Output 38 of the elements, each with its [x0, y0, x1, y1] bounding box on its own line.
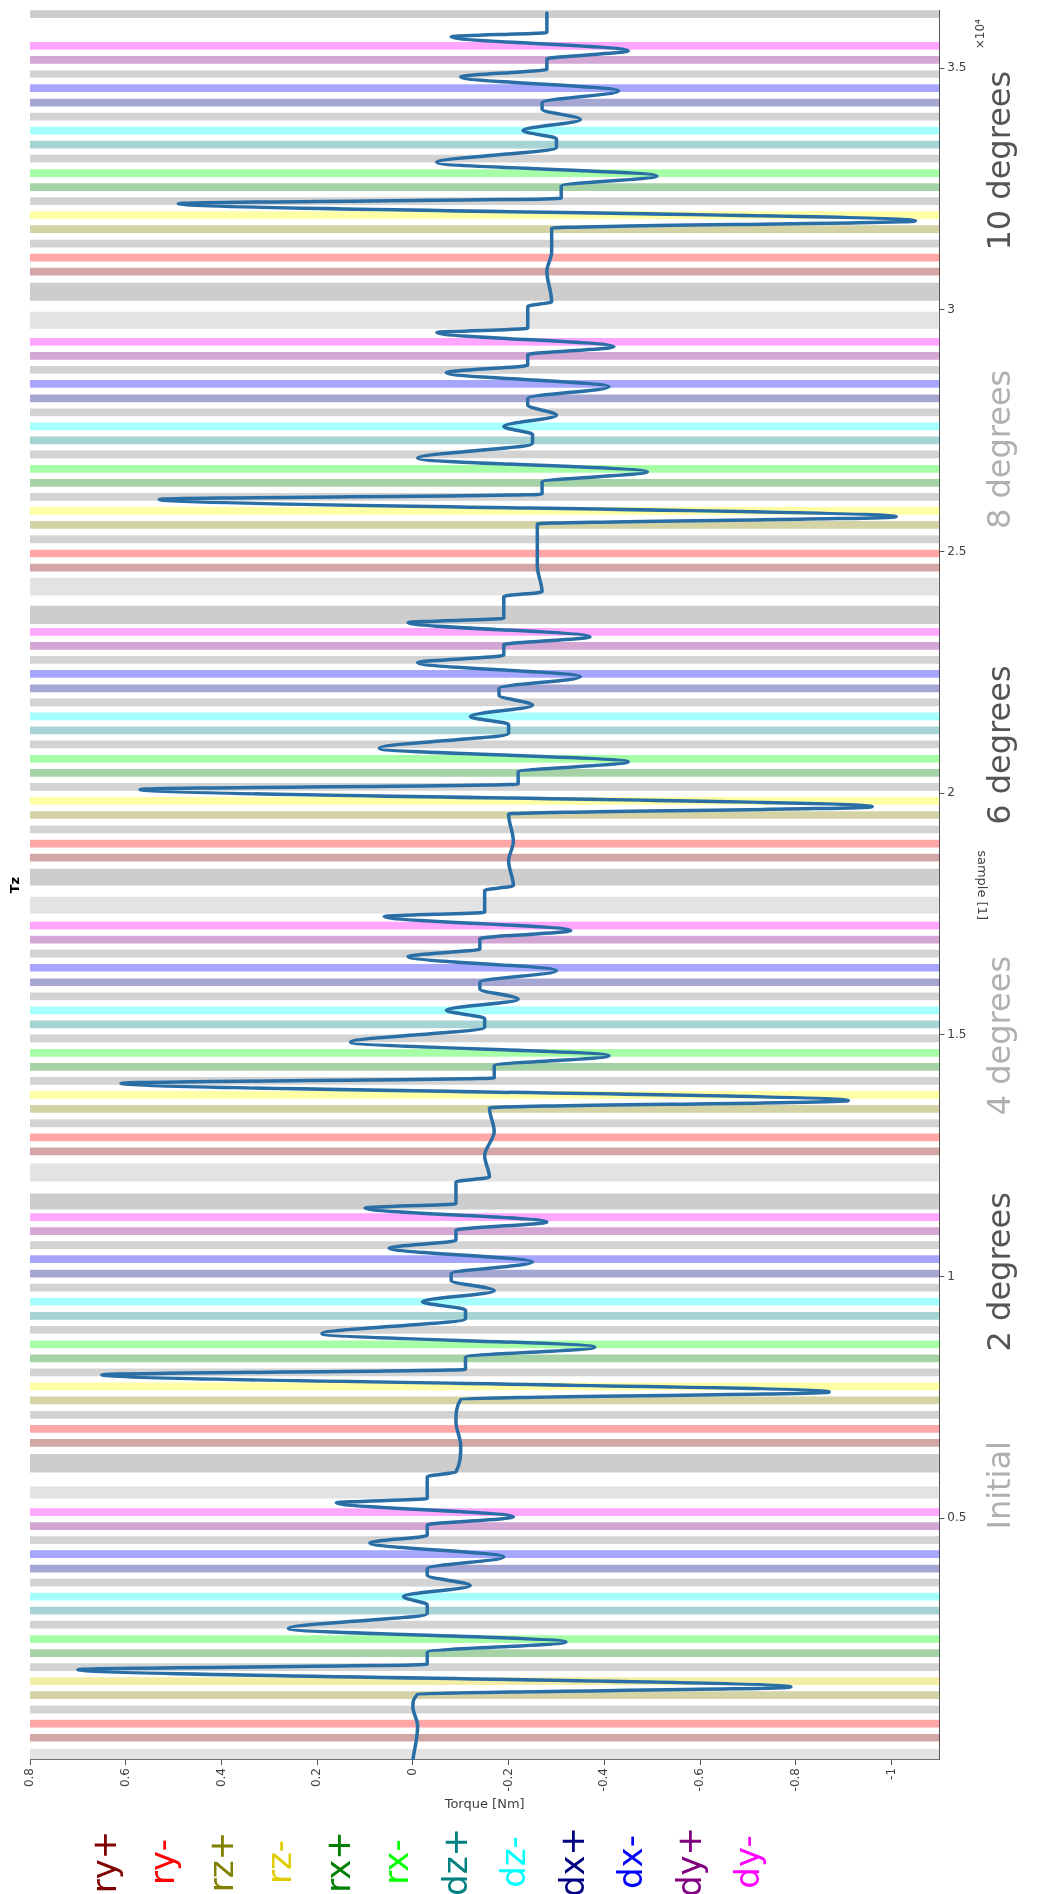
band-label: rx+ — [317, 1831, 358, 1893]
y-axis-title: sample [1] — [974, 850, 990, 920]
band-label: ry+ — [83, 1830, 124, 1894]
y-tick-label: 2.5 — [947, 543, 967, 558]
text: 4 degrees — [979, 955, 1018, 1116]
text: 2 degrees — [979, 1192, 1018, 1352]
x-tick-label: -1 — [883, 1767, 898, 1780]
text: Tz — [7, 876, 23, 894]
x-tick-label: -0.4 — [596, 1767, 611, 1792]
text: 10 degrees — [979, 70, 1018, 251]
y-tick-label: 2 — [947, 785, 955, 800]
x-axis-title: Torque [Nm] — [443, 1795, 525, 1811]
y-tick-label: 1 — [947, 1268, 955, 1283]
y-tick-label: 1.5 — [947, 1027, 967, 1042]
x-tick-label: 0.4 — [213, 1767, 228, 1788]
band-label: dz+ — [434, 1828, 475, 1894]
x-tick-label: -0.6 — [692, 1767, 707, 1792]
text: Initial — [979, 1441, 1018, 1530]
text: ×10⁴ — [973, 18, 988, 50]
y-tick-label: 3.5 — [947, 60, 967, 75]
text: 8 degrees — [979, 369, 1018, 530]
band-label: ry- — [142, 1839, 183, 1885]
y-tick-label: 0.5 — [947, 1510, 967, 1525]
band-label: dz- — [493, 1836, 534, 1888]
x-tick-label: 0 — [404, 1767, 419, 1776]
band-label: dx- — [610, 1834, 651, 1889]
x-tick-label: -0.2 — [500, 1767, 515, 1792]
text: 6 degrees — [979, 665, 1018, 825]
band-label: rx- — [376, 1839, 417, 1885]
line-series — [76, 11, 918, 1760]
band-label: rz- — [259, 1839, 300, 1885]
band-label: rz+ — [200, 1831, 241, 1893]
x-tick-label: -0.8 — [787, 1767, 802, 1792]
y-tick-label: 3 — [947, 302, 955, 317]
x-tick-label: 0.8 — [22, 1767, 37, 1788]
x-tick-label: 0.6 — [117, 1767, 132, 1788]
band-label: dy- — [727, 1835, 768, 1889]
x-tick-label: 0.2 — [309, 1767, 324, 1788]
